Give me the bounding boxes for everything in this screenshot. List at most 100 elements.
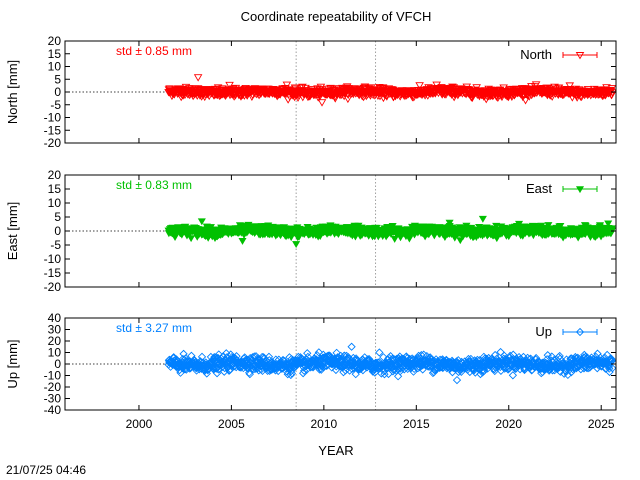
east-y-tick-label: -10	[44, 252, 62, 266]
up-point	[300, 366, 309, 375]
up-point	[313, 351, 322, 360]
x-tick-label: 2005	[218, 417, 245, 431]
east-point	[492, 222, 501, 230]
north-y-tick-label: -5	[50, 98, 61, 112]
north-points	[164, 74, 616, 107]
north-y-tick-label: 0	[54, 85, 61, 99]
up-point	[480, 366, 489, 376]
up-point	[379, 353, 388, 362]
north-point	[415, 82, 424, 90]
east-y-tick-label: -20	[44, 280, 62, 294]
up-point	[264, 352, 274, 361]
north-point	[481, 96, 491, 104]
up-point	[347, 342, 356, 351]
up-point	[303, 349, 312, 358]
east-y-axis-label: East [mm]	[5, 202, 20, 261]
up-point	[605, 364, 614, 373]
north-point	[225, 81, 234, 90]
up-point	[393, 372, 403, 381]
up-y-axis-label: Up [mm]	[5, 339, 20, 388]
up-point	[336, 351, 345, 360]
north-point	[273, 90, 282, 98]
up-point	[224, 362, 233, 371]
north-point	[521, 97, 530, 105]
up-legend-marker	[575, 327, 585, 337]
up-point	[508, 371, 518, 380]
north-y-tick-label: 10	[48, 60, 62, 74]
up-y-tick-label: 40	[48, 311, 62, 325]
x-tick-label: 2015	[403, 417, 430, 431]
up-point	[543, 350, 552, 360]
north-point	[607, 85, 616, 93]
up-point	[563, 370, 573, 380]
up-point	[380, 370, 389, 379]
up-y-tick-label: -30	[44, 392, 62, 406]
east-point	[445, 219, 454, 227]
north-point	[608, 89, 616, 97]
east-y-tick-label: 15	[48, 182, 62, 196]
east-points	[164, 215, 616, 248]
x-tick-label: 2010	[311, 417, 338, 431]
north-std-label: std ± 0.85 mm	[116, 44, 192, 58]
x-axis-label: YEAR	[318, 443, 353, 458]
up-y-tick-label: 10	[48, 346, 62, 360]
east-point	[292, 241, 301, 248]
north-point	[432, 81, 441, 89]
up-point	[582, 363, 591, 372]
north-point	[282, 81, 292, 89]
up-point	[496, 366, 506, 375]
north-point	[343, 95, 353, 104]
up-point	[593, 349, 602, 358]
up-point	[302, 365, 312, 374]
north-legend-label: North	[520, 47, 552, 62]
up-y-tick-label: -40	[44, 403, 62, 417]
up-y-tick-label: -10	[44, 369, 62, 383]
up-point	[220, 363, 229, 373]
up-point	[222, 349, 231, 358]
north-y-tick-label: -20	[44, 136, 62, 150]
north-legend-marker	[575, 52, 585, 60]
x-tick-label: 2000	[126, 417, 153, 431]
up-point	[607, 354, 616, 363]
east-y-tick-label: -15	[44, 266, 62, 280]
up-std-label: std ± 3.27 mm	[116, 321, 192, 335]
up-legend-label: Up	[535, 324, 552, 339]
east-point	[187, 235, 196, 243]
x-tick-label: 2025	[588, 417, 615, 431]
up-point	[454, 367, 463, 377]
north-point	[499, 84, 508, 92]
east-std-label: std ± 0.83 mm	[116, 178, 192, 192]
north-y-tick-label: -15	[44, 123, 62, 137]
north-point	[497, 93, 507, 102]
up-y-tick-label: 30	[48, 323, 62, 337]
up-point	[339, 368, 348, 377]
east-legend-marker	[575, 186, 585, 194]
up-y-tick-label: 0	[54, 357, 61, 371]
up-point	[351, 370, 360, 379]
up-point	[452, 375, 462, 385]
up-point	[211, 364, 220, 373]
timestamp: 21/07/25 04:46	[6, 463, 86, 477]
up-point	[314, 348, 323, 357]
north-y-tick-label: 20	[48, 34, 62, 48]
east-y-tick-label: 10	[48, 196, 62, 210]
north-point	[565, 82, 575, 90]
east-legend-label: East	[526, 181, 552, 196]
east-y-tick-label: -5	[50, 238, 61, 252]
north-point	[317, 99, 327, 107]
up-y-tick-label: -20	[44, 380, 62, 394]
up-point	[375, 348, 384, 357]
x-tick-label: 2020	[495, 417, 522, 431]
north-y-tick-label: 5	[54, 72, 61, 86]
east-y-tick-label: 5	[54, 210, 61, 224]
up-point	[245, 370, 254, 379]
up-point	[425, 362, 435, 371]
up-point	[608, 364, 616, 373]
east-y-tick-label: 0	[54, 224, 61, 238]
up-point	[490, 350, 500, 360]
east-point	[604, 220, 613, 228]
